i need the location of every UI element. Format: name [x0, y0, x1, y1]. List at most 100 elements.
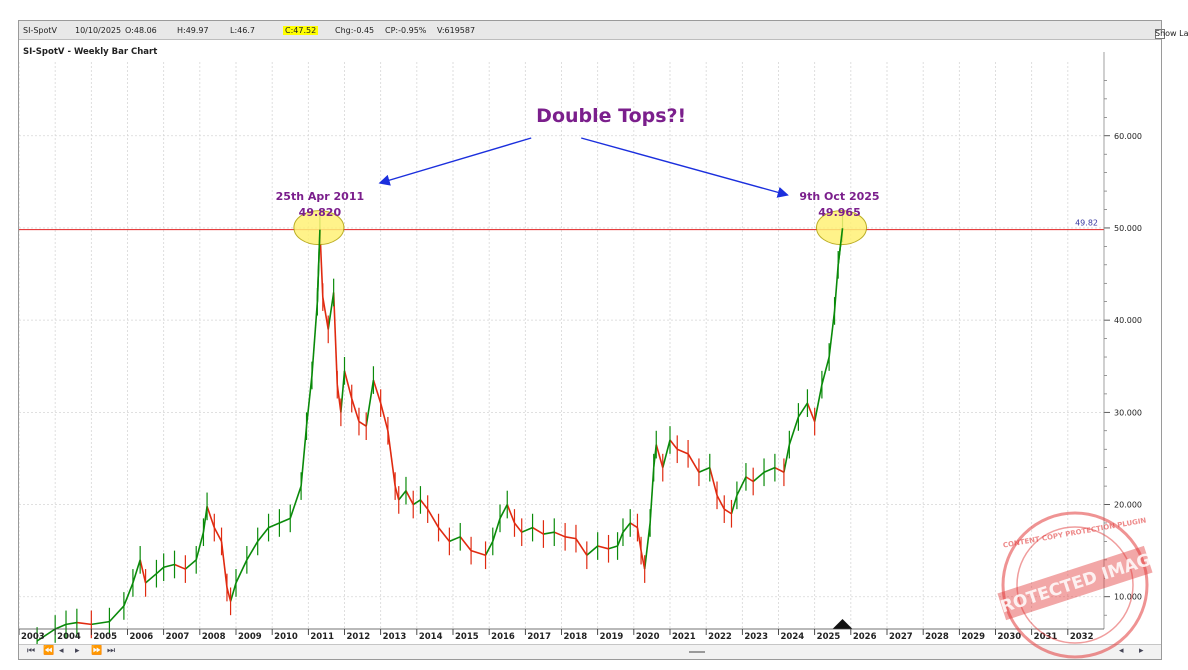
price-segment: [195, 531, 205, 561]
y-tick-label: 50.000: [1114, 224, 1142, 233]
x-tick-label: 2024: [781, 632, 805, 642]
x-tick-label: 2021: [672, 632, 696, 642]
price-segment: [387, 430, 396, 487]
chart-grid: [19, 62, 1104, 629]
price-segment: [343, 370, 353, 399]
change-value: Chg:-0.45: [335, 26, 375, 35]
price-segment: [774, 466, 785, 473]
price-segment: [655, 444, 664, 468]
x-tick-label: 2022: [708, 632, 732, 642]
price-segment: [358, 420, 367, 427]
x-tick-label: 2013: [383, 632, 407, 642]
fast-forward-icon[interactable]: ⏩: [91, 646, 103, 656]
price-segment: [398, 490, 407, 501]
price-segment: [449, 536, 461, 543]
x-tick-label: 2029: [961, 632, 985, 642]
peak1-spike: [316, 229, 321, 302]
x-tick-label: 2005: [93, 632, 117, 642]
step-back-icon[interactable]: ◂: [59, 646, 64, 656]
x-tick-label: 2025: [817, 632, 841, 642]
x-tick-label: 2032: [1070, 632, 1094, 642]
headline-label: Double Tops?!: [536, 105, 686, 127]
price-segment: [213, 527, 223, 542]
x-tick-label: 2030: [998, 632, 1022, 642]
price-segment: [155, 566, 165, 575]
price-segment: [640, 550, 646, 570]
price-segment: [332, 292, 339, 385]
price-segment: [709, 467, 718, 496]
price-segment: [268, 522, 280, 529]
price-segment: [629, 522, 638, 529]
price-segment: [687, 453, 700, 473]
close-value: C:47.52: [283, 26, 319, 35]
price-segment: [300, 426, 308, 487]
annotation-layer: 49.82 25th Apr 2011 49.820 9th Oct 2025 49.9…: [19, 105, 1104, 629]
price-segment: [235, 559, 248, 584]
price-segment: [676, 448, 689, 455]
open-value: O:48.06: [125, 26, 157, 35]
x-tick-label: 2027: [889, 632, 913, 642]
price-segment: [698, 466, 711, 474]
x-tick-label: 2003: [21, 632, 45, 642]
price-segment: [470, 549, 486, 557]
quote-toolbar: SI-SpotV 10/10/2025 O:48.06 H:49.97 L:46…: [19, 21, 1188, 40]
scroll-left-icon[interactable]: ◂: [1119, 646, 1124, 656]
y-axis: 10.000 20.000 30.000 40.000 50.000 60.000: [1103, 52, 1142, 629]
price-segment: [311, 301, 319, 376]
price-segment: [661, 439, 671, 468]
price-segment: [206, 506, 216, 528]
price-segment: [437, 527, 451, 542]
x-tick-label: 2011: [310, 632, 334, 642]
peak1-date-label: 25th Apr 2011: [276, 190, 364, 203]
price-segment: [226, 587, 232, 602]
price-segment: [564, 536, 577, 540]
step-forward-icon[interactable]: ▸: [75, 646, 80, 656]
price-segment: [553, 531, 566, 538]
price-segment: [813, 384, 823, 422]
price-segment: [246, 541, 259, 561]
price-segment: [492, 518, 501, 542]
scroll-right-icon[interactable]: ▸: [1139, 646, 1144, 656]
price-segment: [597, 545, 609, 550]
high-value: H:49.97: [177, 26, 209, 35]
x-tick-label: 2018: [564, 632, 588, 642]
volume-value: V:619587: [437, 26, 476, 35]
price-segment: [289, 485, 302, 519]
change-pct-value: CP:-0.95%: [385, 26, 427, 35]
x-tick-label: 2023: [744, 632, 768, 642]
price-segment: [108, 605, 125, 623]
rewind-icon[interactable]: ⏪: [43, 646, 55, 656]
y-tick-label: 10.000: [1114, 593, 1142, 602]
show-last-checkbox[interactable]: [1155, 29, 1165, 39]
y-tick-label: 60.000: [1114, 132, 1142, 141]
price-segment: [174, 563, 186, 570]
peak2-spike: [837, 228, 844, 265]
price-segment: [336, 384, 342, 413]
last-page-icon[interactable]: ⏭: [107, 646, 116, 656]
price-segment: [723, 508, 732, 515]
x-tick-label: 2009: [238, 632, 262, 642]
x-tick-label: 2026: [853, 632, 877, 642]
price-segment: [636, 527, 642, 551]
first-page-icon[interactable]: ⏮: [27, 646, 36, 656]
y-tick-label: 20.000: [1114, 501, 1142, 510]
current-bar-marker: [832, 619, 853, 629]
scrollbar-grip[interactable]: [689, 651, 705, 653]
x-tick-label: 2017: [527, 632, 551, 642]
price-segment: [788, 416, 800, 445]
x-tick-label: 2016: [491, 632, 515, 642]
x-tick-label: 2028: [925, 632, 949, 642]
date-label: 10/10/2025: [75, 26, 122, 35]
peak2-value-label: 49.965: [818, 206, 860, 219]
price-chart[interactable]: 49.82 25th Apr 2011 49.820 9th Oct 2025 49.9…: [19, 40, 1161, 645]
x-tick-label: 2008: [202, 632, 226, 642]
x-tick-label: 2004: [57, 632, 81, 642]
price-segment: [419, 499, 429, 510]
x-tick-label: 2031: [1034, 632, 1058, 642]
price-series: [36, 214, 844, 645]
arrow-to-peak1: [378, 137, 532, 186]
peak2-highlight: [816, 210, 868, 246]
price-segment: [322, 296, 330, 330]
price-segment: [327, 292, 335, 330]
price-segment: [484, 541, 494, 556]
